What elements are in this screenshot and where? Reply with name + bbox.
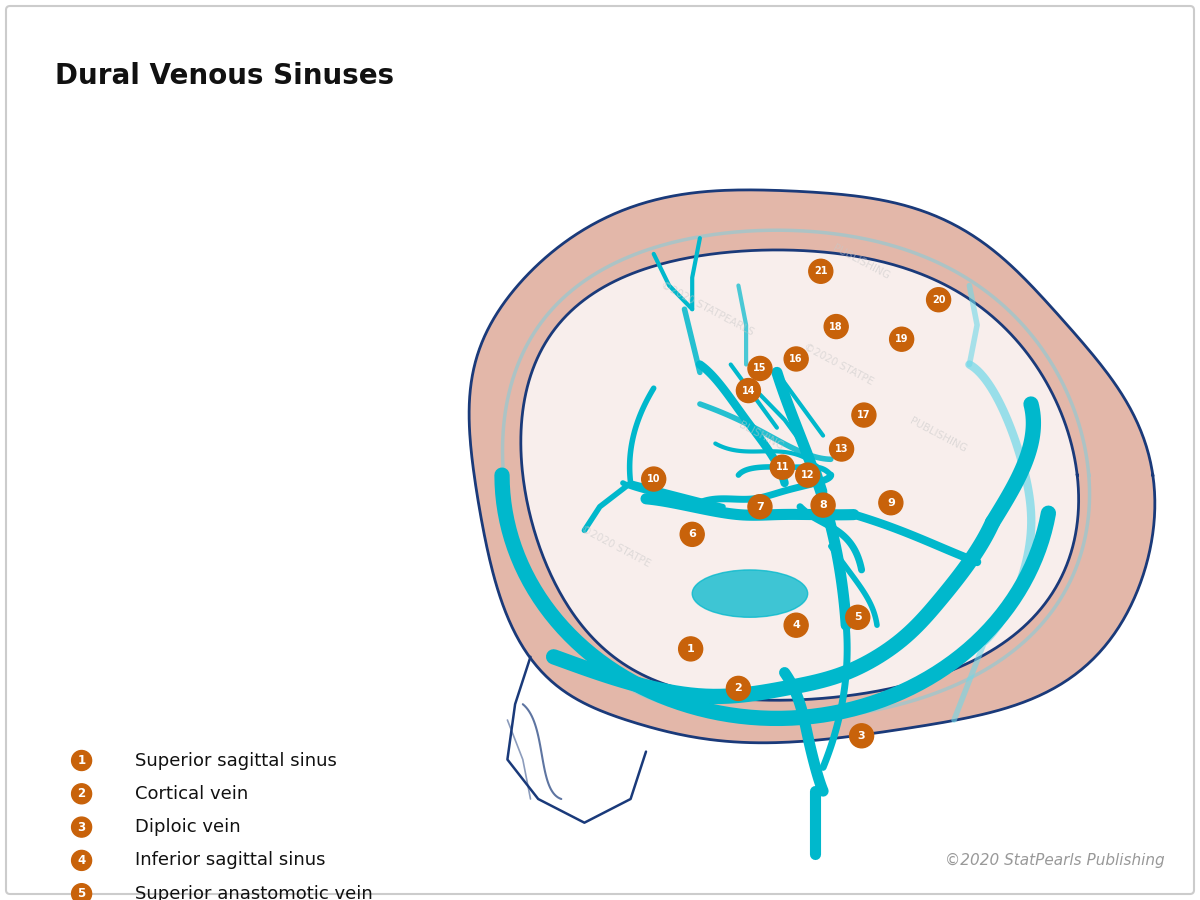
Circle shape <box>72 850 91 870</box>
Text: 21: 21 <box>814 266 828 276</box>
Text: 14: 14 <box>742 385 755 396</box>
Text: Dural Venous Sinuses: Dural Venous Sinuses <box>55 62 394 90</box>
Circle shape <box>811 493 835 518</box>
Text: 7: 7 <box>756 501 764 512</box>
Text: BLISHING: BLISHING <box>738 419 786 452</box>
Circle shape <box>679 637 703 661</box>
Text: 20: 20 <box>932 294 946 305</box>
FancyBboxPatch shape <box>6 6 1194 894</box>
Circle shape <box>72 884 91 900</box>
Text: 18: 18 <box>829 321 844 331</box>
Text: 9: 9 <box>887 498 895 508</box>
Text: 12: 12 <box>800 470 815 480</box>
Text: 10: 10 <box>647 474 660 484</box>
Circle shape <box>926 288 950 311</box>
Circle shape <box>784 347 808 371</box>
Text: ©2020 STATPEARLS: ©2020 STATPEARLS <box>659 281 756 338</box>
Text: 2: 2 <box>734 683 743 693</box>
Circle shape <box>642 467 666 491</box>
Text: 4: 4 <box>78 854 85 867</box>
Ellipse shape <box>692 570 808 617</box>
Text: Inferior sagittal sinus: Inferior sagittal sinus <box>134 851 325 869</box>
Text: ©2020 StatPearls Publishing: ©2020 StatPearls Publishing <box>946 853 1165 868</box>
Circle shape <box>889 328 913 351</box>
Circle shape <box>809 259 833 284</box>
Text: 16: 16 <box>790 354 803 364</box>
Text: 1: 1 <box>686 644 695 654</box>
Circle shape <box>680 522 704 546</box>
Circle shape <box>846 606 870 629</box>
Text: 5: 5 <box>78 887 85 900</box>
Text: 15: 15 <box>754 364 767 374</box>
Text: Cortical vein: Cortical vein <box>134 785 248 803</box>
Text: 5: 5 <box>854 612 862 622</box>
Circle shape <box>850 724 874 748</box>
Text: PUBLISHING: PUBLISHING <box>832 243 892 281</box>
Text: Superior sagittal sinus: Superior sagittal sinus <box>134 752 336 770</box>
Text: 2: 2 <box>78 788 85 800</box>
Polygon shape <box>469 190 1154 742</box>
Text: ©2020 STATPE: ©2020 STATPE <box>802 342 875 387</box>
Circle shape <box>878 491 902 515</box>
Text: Diploic vein: Diploic vein <box>134 818 240 836</box>
Circle shape <box>852 403 876 427</box>
Text: 8: 8 <box>820 500 827 510</box>
Text: 6: 6 <box>689 529 696 539</box>
Circle shape <box>737 379 761 402</box>
Text: 19: 19 <box>895 334 908 344</box>
Text: 17: 17 <box>857 410 871 420</box>
Circle shape <box>72 817 91 837</box>
Circle shape <box>726 677 750 700</box>
Circle shape <box>748 495 772 518</box>
Circle shape <box>770 455 794 479</box>
Circle shape <box>784 613 808 637</box>
Circle shape <box>796 464 820 487</box>
Text: 4: 4 <box>792 620 800 630</box>
Text: 11: 11 <box>775 463 790 473</box>
Circle shape <box>829 437 853 461</box>
Circle shape <box>72 751 91 770</box>
Text: 3: 3 <box>858 731 865 741</box>
Text: 1: 1 <box>78 754 85 767</box>
Text: 3: 3 <box>78 821 85 833</box>
Text: Superior anastomotic vein: Superior anastomotic vein <box>134 885 372 900</box>
Text: PUBLISHING: PUBLISHING <box>908 417 968 454</box>
Text: 13: 13 <box>835 444 848 454</box>
Polygon shape <box>521 250 1079 700</box>
Circle shape <box>72 784 91 804</box>
Circle shape <box>824 315 848 338</box>
Text: ©2020 STATPE: ©2020 STATPE <box>578 524 652 569</box>
Circle shape <box>748 356 772 381</box>
